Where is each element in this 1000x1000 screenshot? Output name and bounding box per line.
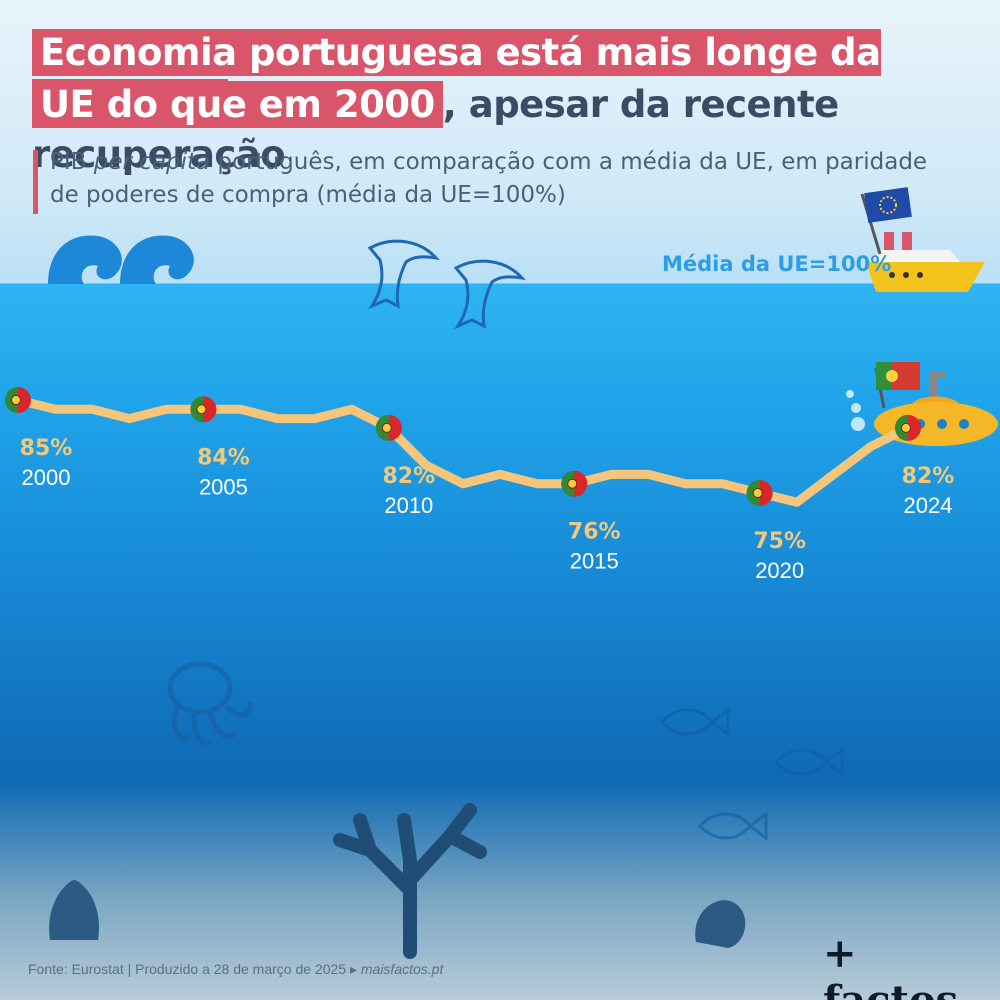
subtitle-part-1: PIB — [50, 149, 94, 175]
year-label-2005: 2005 — [199, 474, 248, 499]
value-label-2015: 76% — [568, 520, 621, 545]
subtitle-italic: per capita — [93, 149, 211, 175]
ship-icon — [866, 232, 985, 292]
wave-icon — [48, 235, 194, 284]
year-label-2000: 2000 — [22, 465, 71, 490]
eu-flag-icon — [860, 187, 912, 255]
footer-site: maisfactos.pt — [360, 961, 444, 977]
portugal-flag-icon — [874, 362, 920, 409]
data-point-2024 — [895, 414, 921, 441]
title-rest: , apesar da recente recuperação — [32, 83, 839, 176]
data-point-2005 — [190, 396, 217, 423]
dolphin-icon — [367, 239, 526, 330]
title-line-2: UE do que em 2000, apesar da recente rec… — [32, 80, 1000, 180]
value-label-2020: 75% — [753, 529, 806, 554]
footer: Fonte: Eurostat | Produzido a 28 de març… — [28, 961, 443, 978]
title-highlight-2: UE do que em 2000 — [32, 81, 443, 128]
year-label-2010: 2010 — [384, 493, 433, 518]
value-label-2010: 82% — [382, 464, 435, 489]
title-line-1: Economia portuguesa está mais longe da m… — [32, 28, 1000, 128]
value-label-2005: 84% — [197, 445, 250, 470]
footer-source: Fonte: Eurostat | Produzido a 28 de març… — [28, 961, 357, 977]
data-point-2010 — [375, 414, 402, 441]
value-label-2000: 85% — [20, 436, 73, 461]
year-label-2015: 2015 — [570, 549, 619, 574]
series-line-pib-per-capita — [13, 395, 913, 507]
coral-icon — [333, 803, 487, 959]
eu-reference-label: Média da UE=100% — [662, 252, 892, 276]
data-point-2015 — [561, 470, 588, 497]
data-point-2020 — [746, 480, 773, 506]
subtitle-part-2: português, em comparação com a média da … — [50, 149, 928, 208]
subtitle: PIB per capita português, em comparação … — [50, 146, 950, 212]
subtitle-accent-bar — [33, 150, 38, 214]
shell-icon — [49, 880, 746, 948]
data-point-2000 — [5, 387, 31, 413]
year-label-2020: 2020 — [755, 558, 804, 583]
brand-logo: + factos — [823, 930, 958, 1000]
year-label-2024: 2024 — [904, 493, 953, 518]
octopus-icon — [167, 661, 253, 746]
value-label-2024: 82% — [902, 464, 955, 489]
fish-icon — [660, 707, 844, 841]
